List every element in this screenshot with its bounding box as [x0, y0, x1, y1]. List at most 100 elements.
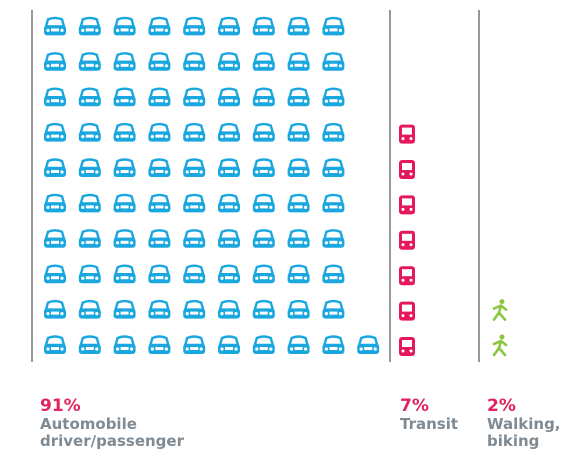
- car-light: [164, 276, 168, 280]
- car-light: [255, 28, 259, 32]
- car-grille: [259, 170, 268, 173]
- car-light: [60, 99, 64, 103]
- car-light: [130, 312, 134, 316]
- car-grille: [51, 240, 59, 244]
- car-grille: [85, 347, 94, 350]
- car-light: [324, 205, 328, 209]
- car-roof: [183, 87, 205, 99]
- car-light: [46, 170, 50, 174]
- car-roof: [44, 193, 66, 205]
- car-light: [234, 347, 238, 351]
- car-grille: [225, 170, 233, 173]
- car-light: [130, 241, 134, 245]
- car-grille: [51, 170, 59, 173]
- car-grille: [190, 63, 199, 67]
- car-roof: [322, 158, 344, 170]
- car-roof: [322, 299, 344, 311]
- car-roof: [44, 264, 66, 276]
- car-roof: [288, 16, 310, 28]
- car-grille: [225, 28, 233, 32]
- car-grille: [120, 276, 129, 280]
- car-grille: [225, 134, 233, 138]
- bus-light: [409, 349, 413, 353]
- value-label: 7%: [400, 396, 429, 416]
- car-light: [95, 312, 99, 316]
- category-label: biking: [487, 432, 539, 450]
- category-label: Transit: [400, 415, 458, 433]
- car-roof: [253, 299, 275, 311]
- car-roof: [79, 16, 101, 28]
- bus-window: [402, 198, 412, 206]
- car-grille: [329, 347, 338, 350]
- car-light: [199, 205, 203, 209]
- car-roof: [44, 52, 66, 63]
- car-light: [324, 64, 328, 68]
- car-light: [199, 312, 203, 316]
- car-light: [220, 135, 224, 139]
- bus-light: [409, 137, 413, 141]
- car-roof: [288, 299, 310, 311]
- car-roof: [218, 16, 240, 28]
- car-light: [269, 28, 273, 32]
- car-light: [304, 205, 308, 209]
- car-light: [220, 241, 224, 245]
- car-roof: [183, 299, 205, 311]
- car-light: [255, 312, 259, 316]
- car-roof: [114, 229, 136, 240]
- car-light: [46, 205, 50, 209]
- car-grille: [155, 311, 164, 315]
- car-light: [116, 276, 120, 280]
- car-light: [60, 312, 64, 316]
- car-grille: [259, 28, 268, 32]
- car-roof: [148, 335, 170, 347]
- car-light: [255, 170, 259, 174]
- car-grille: [294, 63, 303, 67]
- car-light: [359, 347, 363, 351]
- car-light: [60, 135, 64, 139]
- car-light: [185, 135, 189, 139]
- car-grille: [259, 347, 268, 350]
- car-light: [164, 28, 168, 32]
- bus-light: [409, 172, 413, 176]
- car-roof: [322, 264, 344, 276]
- car-roof: [79, 122, 101, 134]
- car-light: [338, 99, 342, 103]
- car-light: [269, 170, 273, 174]
- car-grille: [329, 134, 338, 138]
- car-light: [130, 205, 134, 209]
- car-light: [220, 64, 224, 68]
- car-light: [324, 276, 328, 280]
- car-roof: [114, 87, 136, 99]
- car-light: [81, 170, 85, 174]
- car-grille: [51, 347, 59, 350]
- car-light: [304, 99, 308, 103]
- car-grille: [329, 63, 338, 67]
- car-grille: [155, 63, 164, 67]
- car-roof: [79, 193, 101, 205]
- car-grille: [155, 347, 164, 350]
- category-label: Automobile: [40, 415, 137, 433]
- car-light: [290, 241, 294, 245]
- car-grille: [294, 240, 303, 244]
- car-roof: [79, 264, 101, 276]
- car-grille: [120, 205, 129, 209]
- car-grille: [294, 134, 303, 138]
- car-light: [46, 64, 50, 68]
- car-light: [130, 276, 134, 280]
- car-light: [164, 64, 168, 68]
- category-label: Walking,: [487, 415, 561, 433]
- car-light: [81, 241, 85, 245]
- car-light: [255, 64, 259, 68]
- car-roof: [79, 299, 101, 311]
- car-light: [185, 241, 189, 245]
- car-grille: [225, 347, 233, 350]
- car-light: [185, 99, 189, 103]
- car-grille: [294, 28, 303, 32]
- car-grille: [225, 311, 233, 315]
- walker-head: [499, 299, 505, 305]
- car-roof: [322, 193, 344, 205]
- car-light: [304, 28, 308, 32]
- car-roof: [114, 335, 136, 347]
- car-grille: [155, 240, 164, 244]
- car-roof: [44, 335, 66, 347]
